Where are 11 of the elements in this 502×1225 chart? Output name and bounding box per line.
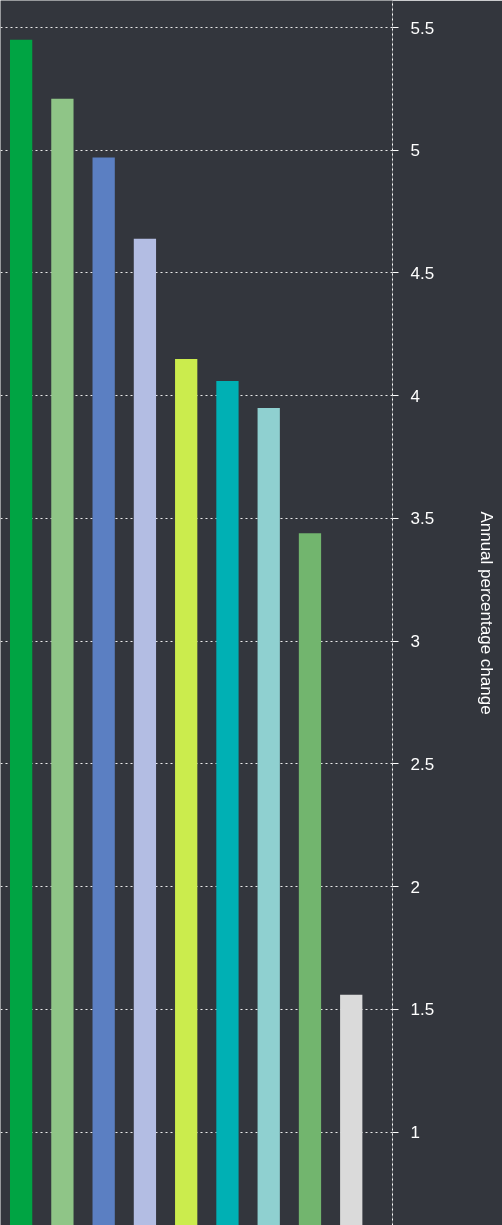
y-axis-title: Annual percentage change — [477, 511, 497, 715]
y-tick-label: 1 — [410, 1123, 420, 1143]
y-tick-label: 5 — [410, 141, 420, 161]
y-tick-label: 4 — [410, 386, 420, 406]
y-tick-label: 1.5 — [410, 1000, 435, 1020]
y-tick-label: 2.5 — [410, 754, 435, 774]
y-tick-label: 5.5 — [410, 18, 435, 38]
y-tick-label: 4.5 — [410, 263, 435, 283]
y-tick-label: 3 — [410, 632, 420, 652]
y-tick-label: 2 — [410, 877, 420, 897]
y-tick-label: 3.5 — [410, 509, 435, 529]
